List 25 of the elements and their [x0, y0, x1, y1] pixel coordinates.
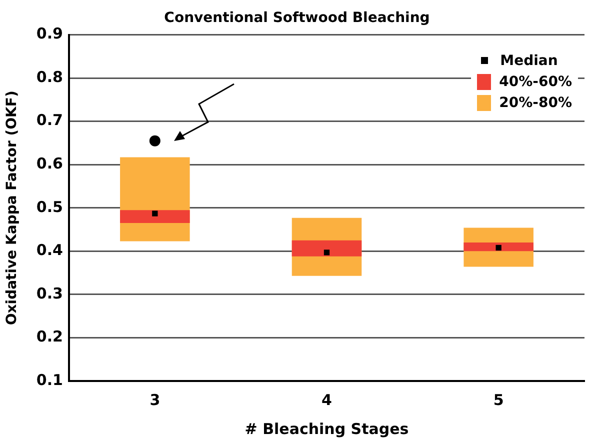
point	[152, 210, 158, 216]
point	[149, 135, 160, 146]
x-tick-label: 3	[150, 390, 160, 409]
point	[324, 250, 330, 256]
y-tick-label: 0.3	[36, 284, 63, 302]
legend-label: 20%-80%	[499, 94, 572, 110]
y-tick-label: 0.9	[36, 24, 63, 43]
x-tick-label: 4	[322, 390, 332, 409]
legend-label: Median	[500, 52, 558, 68]
x-tick-label: 5	[493, 390, 504, 409]
bar	[292, 240, 362, 256]
y-tick-label: 0.4	[36, 241, 63, 260]
bar	[120, 210, 190, 224]
bar	[464, 242, 534, 252]
point	[496, 244, 502, 251]
y-tick-label: 0.7	[36, 111, 63, 130]
legend-label: 40%-60%	[499, 74, 572, 90]
y-tick-label: 0.1	[36, 370, 63, 389]
y-tick-label: 0.2	[36, 328, 63, 346]
chart-title: Conventional Softwood Bleaching	[164, 10, 430, 26]
x-axis-title: # Bleaching Stages	[244, 420, 409, 438]
y-tick-label: 0.8	[36, 68, 63, 86]
y-tick-label: 0.6	[36, 154, 63, 173]
y-axis-title: Oxidative Kappa Factor (OKF)	[4, 90, 20, 326]
y-tick-label: 0.5	[36, 198, 63, 216]
